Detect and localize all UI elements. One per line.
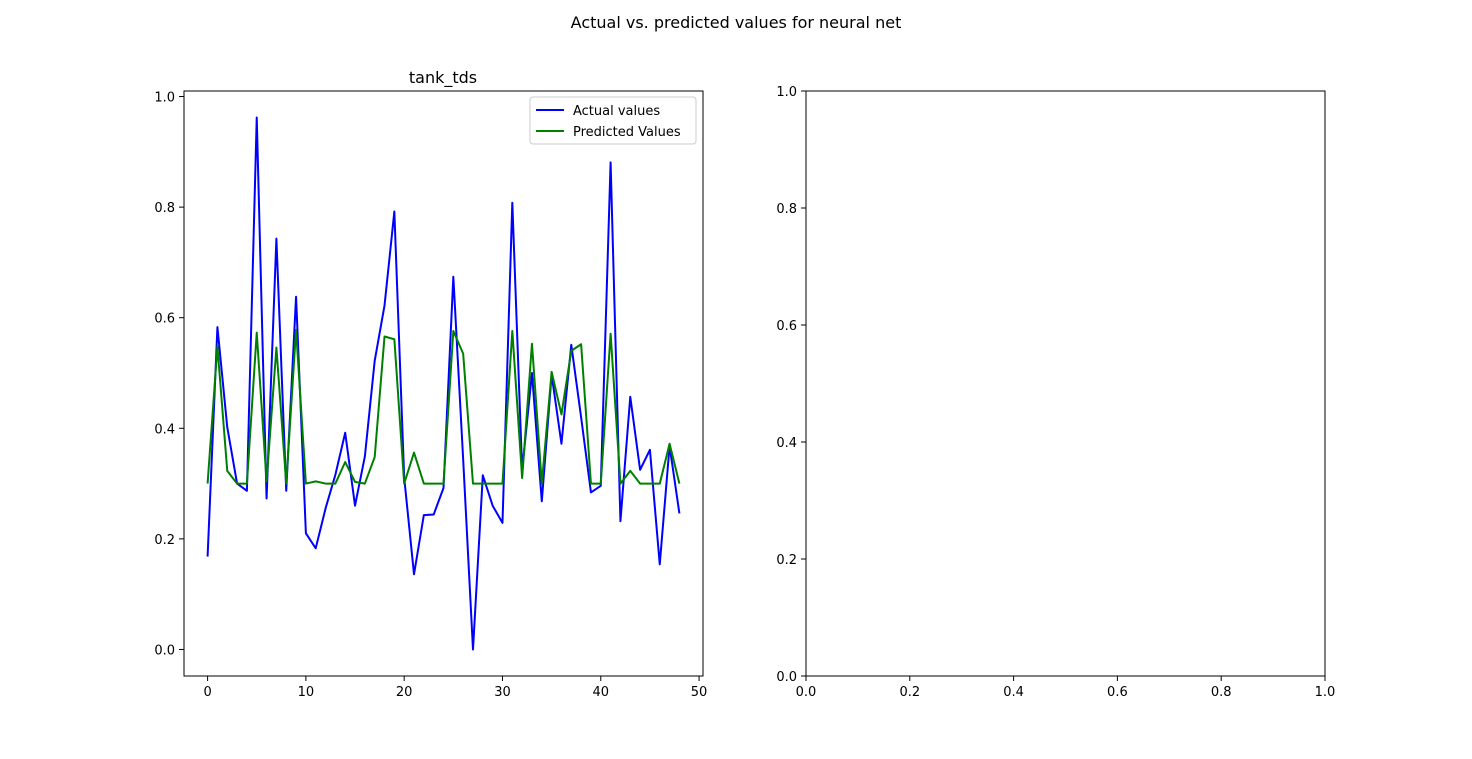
x-tick-label: 0.4 [1003, 685, 1024, 700]
y-tick-label: 0.8 [154, 201, 175, 216]
figure-suptitle: Actual vs. predicted values for neural n… [571, 13, 902, 32]
y-tick-label: 1.0 [154, 91, 175, 106]
series-line-actual-values [206, 116, 681, 651]
axes-frame [805, 90, 1326, 677]
legend-box [529, 96, 697, 145]
y-tick-label: 0.2 [776, 553, 797, 568]
legend: Actual values Predicted Values [529, 96, 697, 145]
y-tick-label: 0.6 [154, 312, 175, 327]
axes-right: 0.0 0.2 0.4 0.6 0.8 1.0 0.0 0.2 0.4 0.6 0.8 1.0 [776, 85, 1335, 700]
y-tick-label: 0.0 [776, 670, 797, 685]
y-tick-label: 0.2 [154, 533, 175, 548]
y-tick-label: 0.6 [776, 319, 797, 334]
y-tick-label: 1.0 [776, 85, 797, 100]
y-tick-label: 0.8 [776, 202, 797, 217]
axes-left-plot-area: 0 10 20 30 40 50 0.0 0.2 0.4 0.6 0.8 1.0 [154, 90, 708, 700]
series-line-predicted-values [206, 328, 681, 485]
x-tick-label: 0.0 [796, 685, 817, 700]
y-tick-label: 0.4 [154, 422, 175, 437]
x-tick-label: 40 [592, 685, 609, 700]
x-tick-label: 0 [203, 685, 211, 700]
x-tick-label: 0.2 [899, 685, 920, 700]
x-tick-label: 0.8 [1211, 685, 1232, 700]
y-tick-label: 0.0 [154, 643, 175, 658]
axes-left-title: tank_tds [409, 68, 477, 88]
x-tick-label: 50 [691, 685, 708, 700]
axes-left: tank_tds 0 10 20 30 40 50 0.0 0.2 0.4 0.6 0.8 1.0 A… [154, 68, 707, 700]
x-tick-label: 20 [396, 685, 413, 700]
x-tick-label: 30 [494, 685, 511, 700]
y-tick-label: 0.4 [776, 436, 797, 451]
x-tick-label: 10 [298, 685, 315, 700]
x-tick-label: 1.0 [1315, 685, 1336, 700]
legend-entry: Actual values [573, 104, 660, 119]
legend-entry: Predicted Values [573, 125, 681, 140]
x-tick-label: 0.6 [1107, 685, 1128, 700]
axes-frame [183, 90, 704, 677]
axes-right-plot-area: 0.0 0.2 0.4 0.6 0.8 1.0 0.0 0.2 0.4 0.6 0.8 1.0 [776, 85, 1335, 700]
